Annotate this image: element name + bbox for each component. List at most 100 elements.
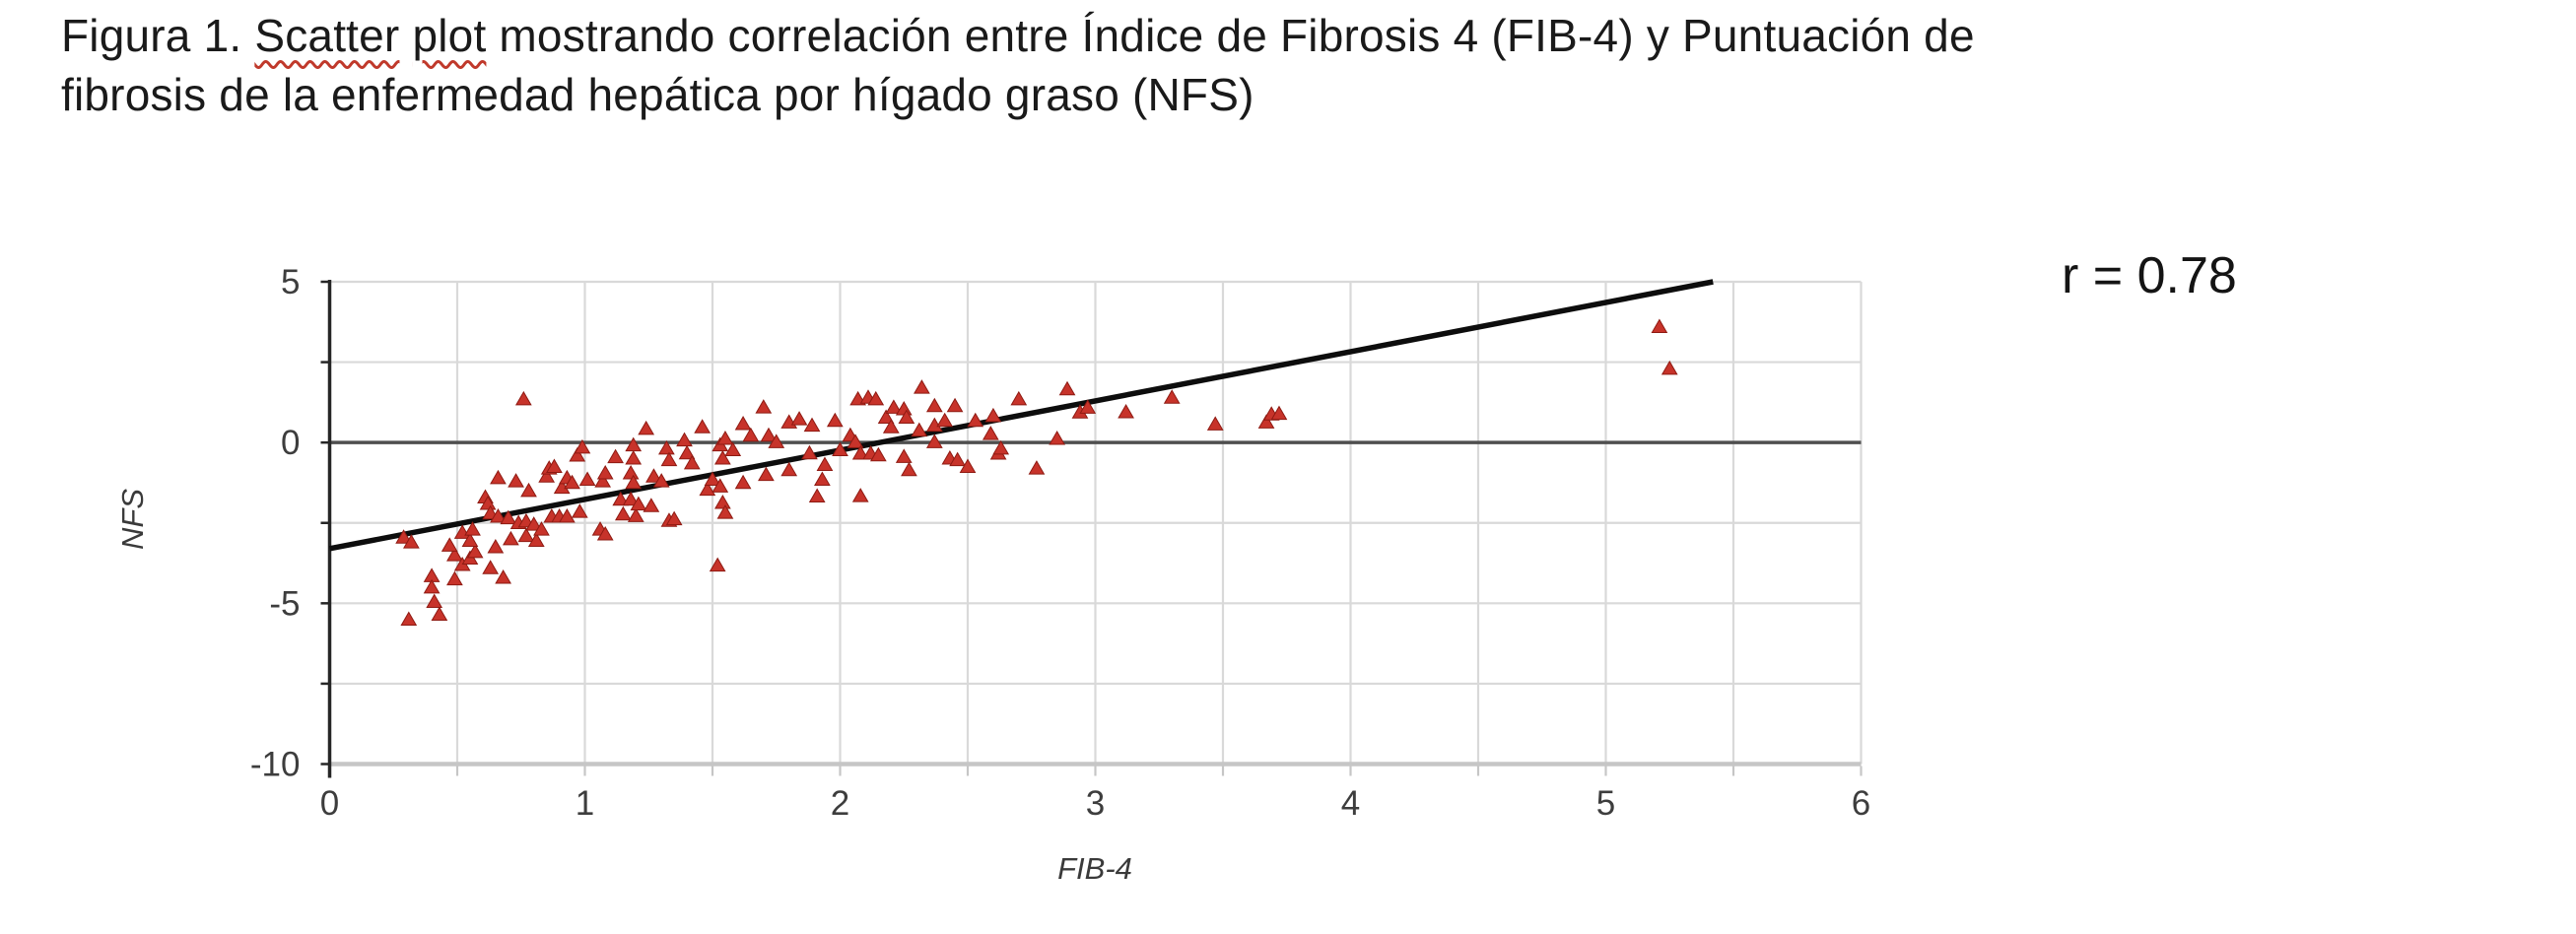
scatter-point xyxy=(423,578,441,594)
scatter-point xyxy=(403,534,420,549)
scatter-point xyxy=(898,409,915,425)
scatter-point xyxy=(713,494,731,509)
scatter-point xyxy=(400,611,418,626)
scatter-point xyxy=(1049,431,1066,445)
title-text-pre: Figura 1. xyxy=(61,10,242,61)
scatter-point xyxy=(992,439,1010,455)
scatter-point xyxy=(622,491,640,506)
scatter-point xyxy=(851,488,869,502)
scatter-point xyxy=(607,448,624,464)
scatter-point xyxy=(967,412,984,428)
scatter-point xyxy=(466,543,484,559)
scatter-point xyxy=(645,468,662,483)
scatter-point xyxy=(525,516,543,531)
scatter-point xyxy=(490,469,507,485)
scatter-point xyxy=(482,560,500,574)
scatter-point xyxy=(895,448,913,463)
scatter-point xyxy=(709,557,726,572)
title-misspelled-word-plot: plot xyxy=(412,10,487,61)
scatter-point xyxy=(1028,460,1046,475)
y-tick-label: -5 xyxy=(269,584,300,623)
scatter-point xyxy=(914,379,930,394)
scatter-point xyxy=(574,438,591,454)
scatter-point xyxy=(1257,414,1275,429)
x-tick-label: 6 xyxy=(1852,784,1870,823)
x-tick-label: 3 xyxy=(1086,784,1105,823)
scatter-point xyxy=(734,474,752,490)
x-tick-label: 4 xyxy=(1341,784,1360,823)
scatter-point xyxy=(479,495,497,510)
scatter-point xyxy=(578,471,596,486)
x-axis-title: FIB-4 xyxy=(1057,851,1132,886)
scatter-point xyxy=(694,419,712,434)
scatter-point xyxy=(564,474,580,490)
scatter-point xyxy=(877,409,895,425)
scatter-point xyxy=(461,532,479,547)
scatter-point xyxy=(571,503,588,518)
scatter-point xyxy=(625,436,643,452)
scatter-point xyxy=(925,434,943,448)
scatter-point xyxy=(768,434,785,448)
figure-title: Figura 1. Scatter plot mostrando correla… xyxy=(61,6,2544,124)
scatter-point xyxy=(901,461,917,477)
scatter-point xyxy=(395,529,412,544)
scatter-point xyxy=(816,456,834,471)
scatter-point xyxy=(790,411,808,426)
scatter-point xyxy=(1206,416,1224,431)
title-text-line2: fibrosis de la enfermedad hepática por h… xyxy=(61,69,1254,120)
scatter-point xyxy=(780,461,798,477)
scatter-point xyxy=(882,419,900,434)
scatter-point xyxy=(446,570,463,586)
scatter-point xyxy=(596,464,614,480)
scatter-point xyxy=(446,547,463,562)
scatter-point xyxy=(742,427,760,442)
x-tick-label: 2 xyxy=(831,784,849,823)
x-tick-label: 1 xyxy=(576,784,594,823)
scatter-point xyxy=(851,445,869,460)
scatter-point xyxy=(814,471,831,486)
scatter-point xyxy=(533,521,550,536)
scatter-point xyxy=(487,539,505,554)
scatter-point xyxy=(665,510,683,526)
scatter-point xyxy=(441,537,458,552)
scatter-point xyxy=(638,420,655,435)
y-tick-label: 0 xyxy=(281,424,300,462)
scatter-point xyxy=(1118,403,1134,419)
correlation-coefficient-label: r = 0.78 xyxy=(2062,247,2237,304)
scatter-point xyxy=(527,532,545,547)
scatter-point xyxy=(426,593,443,609)
scatter-point xyxy=(678,444,696,460)
scatter-point xyxy=(803,417,821,433)
scatter-point xyxy=(431,606,448,622)
scatter-point xyxy=(716,504,734,519)
scatter-point xyxy=(826,412,844,428)
scatter-point xyxy=(614,505,632,521)
scatter-point xyxy=(734,416,752,431)
scatter-point xyxy=(758,466,775,482)
scatter-point xyxy=(490,508,507,523)
scatter-point xyxy=(716,431,734,445)
scatter-point xyxy=(885,399,903,414)
scatter-point xyxy=(625,474,643,490)
scatter-point xyxy=(959,458,977,473)
scatter-point xyxy=(627,507,644,522)
scatter-point xyxy=(676,432,693,447)
scatter-point xyxy=(1010,390,1028,406)
scatter-point xyxy=(464,521,481,536)
scatter-point xyxy=(612,491,630,506)
scatter-point xyxy=(755,399,773,414)
x-tick-label: 0 xyxy=(320,784,339,823)
scatter-point xyxy=(1163,389,1181,404)
scatter-point xyxy=(867,390,885,406)
scatter-point xyxy=(847,434,864,448)
scatter-point xyxy=(495,569,511,584)
scatter-point xyxy=(1079,399,1097,414)
scatter-point xyxy=(660,451,678,467)
scatter-point xyxy=(911,422,928,437)
scatter-point xyxy=(984,407,1002,423)
scatter-point xyxy=(713,449,731,465)
scatter-point xyxy=(1651,318,1668,333)
scatter-point xyxy=(630,496,647,511)
trend-line xyxy=(328,279,1714,552)
